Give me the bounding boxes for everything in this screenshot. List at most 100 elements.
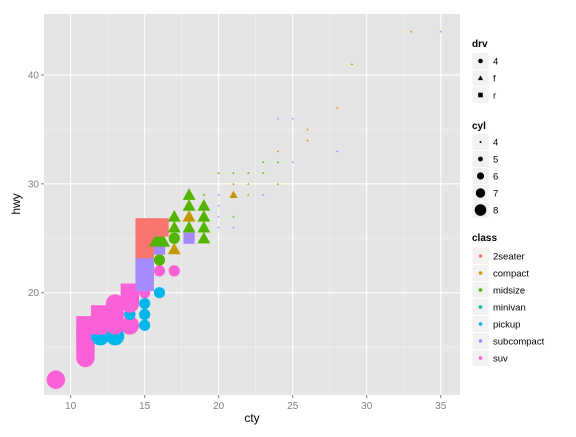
data-point bbox=[153, 243, 166, 255]
data-point bbox=[150, 218, 169, 237]
data-point bbox=[217, 193, 220, 196]
legend-drv-symbol bbox=[478, 58, 483, 64]
legend-class-label: subcompact bbox=[493, 337, 545, 348]
axis-ticks: 10 15 20 25 30 35 20 30 40 bbox=[28, 70, 447, 412]
data-point bbox=[168, 265, 180, 277]
x-tick-label: 10 bbox=[65, 401, 77, 412]
data-point bbox=[335, 150, 339, 153]
data-point bbox=[276, 160, 280, 163]
legend-class-label: minivan bbox=[493, 303, 526, 314]
legend-class-label: compact bbox=[493, 269, 529, 280]
data-point bbox=[183, 232, 195, 244]
data-point bbox=[197, 199, 211, 211]
data-point bbox=[335, 106, 339, 109]
legend-cyl-symbol bbox=[474, 204, 487, 216]
data-point bbox=[409, 30, 413, 33]
data-point bbox=[217, 204, 220, 207]
x-tick-label: 20 bbox=[213, 401, 225, 412]
legend-class-symbol bbox=[478, 339, 483, 343]
legend-cyl-symbol bbox=[476, 172, 485, 180]
legend-cyl-label: 8 bbox=[493, 206, 498, 217]
data-point bbox=[276, 117, 280, 120]
data-point bbox=[217, 215, 220, 218]
x-tick-label: 25 bbox=[287, 401, 299, 412]
data-point bbox=[135, 218, 154, 237]
data-points bbox=[46, 30, 442, 389]
x-axis-title: cty bbox=[244, 411, 259, 425]
legend-class-symbol bbox=[478, 305, 483, 309]
legend-drv-label: f bbox=[493, 74, 496, 85]
legend-class-symbol bbox=[478, 322, 483, 326]
data-point bbox=[291, 117, 294, 120]
data-point bbox=[202, 193, 206, 196]
legend-drv-symbol bbox=[478, 92, 483, 98]
data-point bbox=[197, 210, 211, 222]
legend-cyl-label: 6 bbox=[493, 172, 498, 183]
data-point bbox=[439, 30, 442, 33]
data-point bbox=[306, 128, 309, 131]
data-point bbox=[91, 305, 110, 324]
data-point bbox=[153, 265, 166, 277]
data-point bbox=[247, 171, 250, 174]
legend-cyl-label: 4 bbox=[493, 138, 498, 149]
data-point bbox=[232, 215, 235, 218]
legend-class-label: midsize bbox=[493, 286, 525, 297]
data-point bbox=[168, 232, 180, 244]
legend-class-title: class bbox=[472, 233, 497, 244]
legend-drv-symbol bbox=[477, 75, 484, 81]
data-point bbox=[182, 220, 196, 233]
data-point bbox=[139, 308, 151, 321]
legend-drv-label: 4 bbox=[493, 57, 498, 68]
data-point bbox=[261, 171, 265, 174]
legend-drv-label: r bbox=[493, 91, 496, 102]
x-tick-label: 30 bbox=[361, 401, 373, 412]
legend-cyl-title: cyl bbox=[472, 121, 486, 132]
data-point bbox=[167, 210, 181, 222]
y-tick-label: 40 bbox=[28, 70, 40, 81]
data-point bbox=[291, 160, 294, 163]
legend-class-symbol bbox=[478, 254, 483, 258]
data-point bbox=[276, 150, 280, 153]
data-point bbox=[229, 190, 238, 199]
x-tick-label: 35 bbox=[435, 401, 447, 412]
legend-cyl-symbol bbox=[479, 141, 482, 143]
legend-drv: drv 4 fr bbox=[471, 39, 498, 104]
data-point bbox=[182, 210, 196, 222]
data-point bbox=[217, 171, 220, 174]
data-point bbox=[120, 316, 140, 335]
data-point bbox=[105, 294, 125, 313]
data-point bbox=[46, 370, 66, 389]
legend-cyl-label: 7 bbox=[493, 189, 498, 200]
legend-class-symbol bbox=[478, 356, 483, 360]
data-point bbox=[182, 188, 196, 200]
data-point bbox=[247, 193, 250, 196]
data-point bbox=[153, 287, 166, 299]
data-point bbox=[197, 231, 211, 244]
legend-class-symbol bbox=[478, 271, 483, 275]
data-point bbox=[261, 193, 265, 196]
legend-cyl-label: 5 bbox=[493, 155, 498, 166]
data-point bbox=[350, 62, 354, 65]
legend-class-symbol bbox=[478, 288, 483, 292]
y-tick-label: 20 bbox=[28, 288, 40, 299]
data-point bbox=[182, 199, 196, 211]
data-point bbox=[232, 182, 235, 185]
data-point bbox=[167, 242, 181, 255]
legend-class: class 2seater compact midsize minivan pickup… bbox=[471, 233, 545, 367]
data-point bbox=[306, 139, 309, 142]
data-point bbox=[232, 226, 235, 229]
legend-drv-title: drv bbox=[472, 39, 488, 50]
legend-class-label: suv bbox=[493, 354, 508, 365]
data-point bbox=[120, 283, 140, 302]
x-tick-label: 15 bbox=[139, 401, 151, 412]
data-point bbox=[153, 254, 166, 266]
data-point bbox=[197, 220, 211, 233]
legend-cyl: cyl 4 5 6 7 8 bbox=[471, 121, 498, 219]
legend-class-label: pickup bbox=[493, 320, 520, 331]
legend-class-label: 2seater bbox=[493, 252, 525, 263]
data-point bbox=[139, 297, 151, 310]
data-point bbox=[139, 319, 151, 331]
legend-cyl-symbol bbox=[478, 156, 483, 162]
